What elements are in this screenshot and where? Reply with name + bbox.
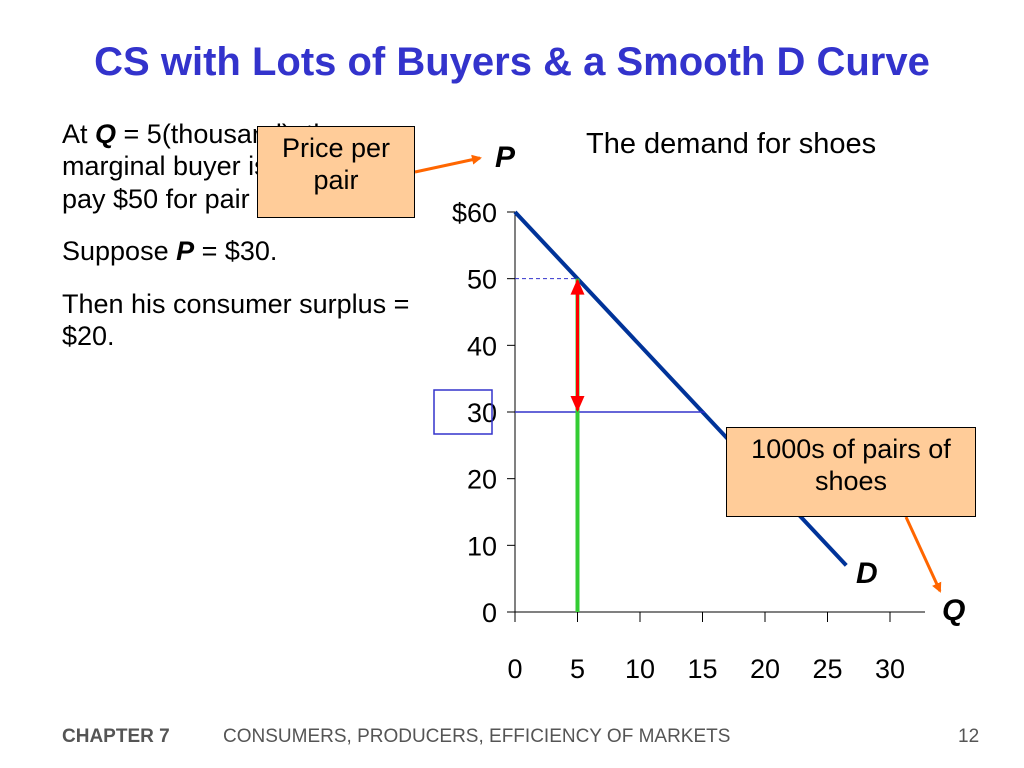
quantity-callout: 1000s of pairs of shoes	[726, 427, 976, 517]
bullet-item: Then his consumer surplus = $20.	[62, 288, 422, 353]
qty-callout-arrow	[904, 516, 942, 593]
y-axis-label: P	[495, 141, 516, 174]
x-tick-label: 5	[570, 654, 585, 684]
x-tick-label: 15	[687, 654, 717, 684]
page-number: 12	[958, 726, 980, 747]
y-tick-label: $60	[452, 198, 497, 228]
demand-series-label: D	[856, 557, 878, 590]
bullet-text: = $30.	[194, 236, 278, 267]
y-tick-label: 20	[467, 465, 497, 495]
y-tick-label: 0	[482, 598, 497, 628]
bullet-variable: P	[176, 236, 195, 267]
bullet-text: At	[62, 119, 96, 149]
x-tick-label: 10	[625, 654, 655, 684]
chart-title: The demand for shoes	[586, 128, 877, 160]
x-tick-label: 25	[812, 654, 842, 684]
price-callout-arrow	[414, 154, 482, 174]
price-highlight-box	[433, 389, 493, 435]
y-tick-label: 50	[467, 265, 497, 295]
bullet-variable: Q	[95, 119, 117, 149]
y-tick-label: 10	[467, 531, 497, 561]
y-tick-label: 40	[467, 331, 497, 361]
bullet-text: Suppose	[62, 236, 177, 267]
footer-subject: CONSUMERS, PRODUCERS, EFFICIENCY OF MARK…	[223, 726, 731, 747]
x-tick-label: 20	[750, 654, 780, 684]
bullet-text: Then his consumer surplus = $20.	[62, 288, 410, 351]
x-tick-label: 30	[875, 654, 905, 684]
footer-chapter: CHAPTER 7	[62, 726, 170, 747]
slide-title: CS with Lots of Buyers & a Smooth D Curv…	[94, 40, 930, 84]
x-axis-label: Q	[942, 594, 966, 627]
price-callout: Price per pair	[257, 126, 415, 218]
bullet-item: Suppose P = $30.	[62, 235, 422, 267]
x-tick-label: 0	[507, 654, 522, 684]
